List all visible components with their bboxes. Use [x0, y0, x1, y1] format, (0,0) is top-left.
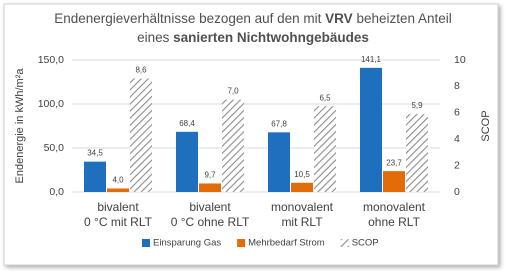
bar — [268, 132, 290, 192]
chart-title: Endenergieverhältnisse bezogen auf den m… — [54, 11, 452, 26]
legend-swatch — [142, 239, 150, 247]
title-part: VRV — [325, 11, 353, 26]
value-label: 6,5 — [319, 93, 331, 102]
y2-tick-label: 0 — [454, 186, 460, 198]
bar — [84, 161, 106, 192]
legend-swatch — [340, 239, 349, 247]
bar — [406, 114, 428, 192]
y2-tick-label: 4 — [454, 133, 460, 145]
value-label: 10,5 — [294, 170, 310, 179]
x-tick-label: 0 °C mit RLT — [84, 215, 153, 229]
x-tick-label: ohne RLT — [368, 215, 420, 229]
y2-tick-label: 10 — [454, 54, 466, 66]
bar — [222, 99, 244, 192]
legend-label: Mehrbedarf Strom — [248, 238, 325, 249]
x-tick-label: monovalent — [271, 200, 334, 214]
value-label: 23,7 — [386, 158, 402, 167]
bar — [107, 188, 129, 192]
bar — [383, 171, 405, 192]
y-tick-label: 150,0 — [38, 54, 64, 66]
y-tick-label: 0,0 — [49, 186, 64, 198]
y2-tick-label: 2 — [454, 159, 460, 171]
bar — [176, 131, 198, 192]
bar — [130, 78, 152, 192]
y2-axis-label: SCOP — [480, 110, 492, 141]
value-label: 67,8 — [271, 119, 287, 128]
x-tick-label: bivalent — [189, 200, 231, 214]
value-label: 8,6 — [135, 66, 147, 75]
y2-tick-label: 6 — [454, 107, 460, 119]
value-label: 68,4 — [179, 119, 195, 128]
value-label: 34,5 — [87, 149, 103, 158]
value-label: 141,1 — [361, 55, 382, 64]
y-axis-label: Endenergie in kWh/m²a — [14, 68, 26, 184]
x-tick-label: mit RLT — [281, 215, 323, 229]
legend-label: SCOP — [352, 238, 379, 249]
legend-swatch — [237, 239, 246, 247]
title-part: eines — [137, 30, 173, 45]
x-tick-label: 0 °C ohne RLT — [171, 215, 250, 229]
bar — [291, 182, 313, 192]
y2-tick-label: 8 — [454, 80, 460, 92]
title-part: sanierten Nichtwohngebäudes — [173, 30, 369, 45]
y-tick-label: 100,0 — [38, 98, 64, 110]
x-tick-label: monovalent — [363, 200, 426, 214]
value-label: 9,7 — [204, 171, 216, 180]
title-part: Endenergieverhältnisse bezogen auf den m… — [54, 11, 325, 26]
y-tick-label: 50,0 — [44, 142, 65, 154]
bar — [314, 106, 336, 192]
legend-label: Einsparung Gas — [153, 238, 221, 249]
bar — [360, 67, 382, 192]
value-label: 7,0 — [227, 87, 239, 96]
x-tick-label: bivalent — [97, 200, 139, 214]
value-label: 5,9 — [411, 101, 423, 110]
value-label: 4,0 — [112, 176, 124, 185]
title-part: beheizten Anteil — [353, 11, 452, 26]
chart-title: eines sanierten Nichtwohngebäudes — [137, 30, 369, 45]
bar — [199, 183, 221, 192]
